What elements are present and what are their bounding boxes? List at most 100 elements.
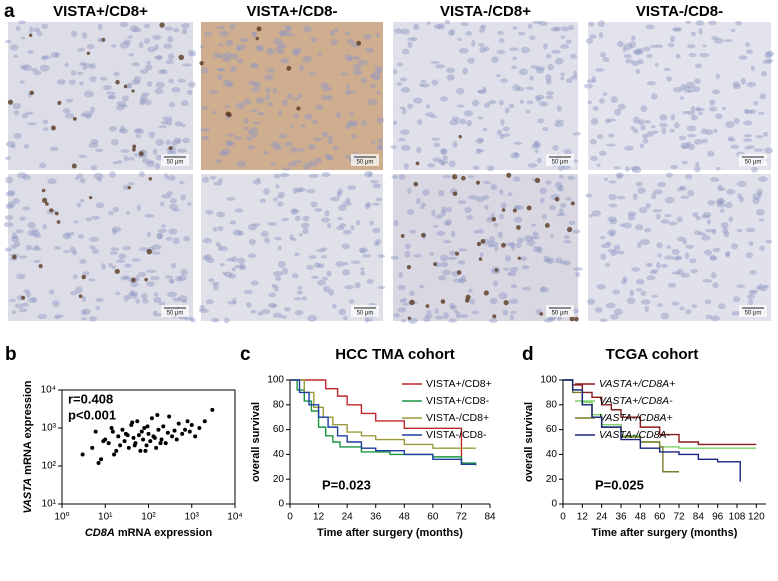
nucleus bbox=[677, 187, 683, 192]
nucleus bbox=[644, 305, 649, 313]
nucleus bbox=[762, 59, 773, 65]
nucleus bbox=[187, 201, 192, 206]
nucleus bbox=[330, 39, 338, 46]
nucleus bbox=[266, 47, 275, 55]
nucleus bbox=[631, 166, 642, 174]
nucleus bbox=[157, 232, 164, 240]
nucleus bbox=[154, 87, 164, 95]
nucleus bbox=[654, 62, 659, 67]
point bbox=[101, 439, 106, 444]
nucleus bbox=[308, 255, 317, 259]
nucleus bbox=[364, 316, 369, 323]
nucleus bbox=[141, 158, 150, 164]
nucleus bbox=[5, 203, 14, 210]
nucleus bbox=[247, 129, 254, 136]
nucleus bbox=[604, 262, 611, 267]
annotation: P=0.023 bbox=[322, 477, 371, 492]
nucleus bbox=[671, 271, 681, 275]
nucleus bbox=[273, 236, 282, 241]
stained-cell bbox=[534, 177, 541, 183]
nucleus bbox=[62, 232, 72, 240]
nucleus bbox=[456, 104, 465, 108]
nucleus bbox=[128, 290, 139, 297]
nucleus bbox=[529, 75, 534, 81]
column-header: VISTA-/CD8+ bbox=[440, 3, 531, 20]
nucleus bbox=[105, 91, 116, 95]
nucleus bbox=[510, 310, 517, 314]
nucleus bbox=[736, 284, 746, 288]
nucleus bbox=[451, 116, 460, 121]
nucleus bbox=[435, 315, 444, 320]
nucleus bbox=[447, 30, 455, 36]
nucleus bbox=[111, 226, 122, 233]
nucleus bbox=[346, 38, 354, 45]
nucleus bbox=[350, 120, 359, 127]
nucleus bbox=[625, 166, 630, 172]
nucleus bbox=[535, 66, 546, 71]
nucleus bbox=[343, 315, 348, 321]
nucleus bbox=[9, 298, 16, 303]
nucleus bbox=[101, 263, 106, 270]
nucleus bbox=[375, 197, 382, 202]
nucleus bbox=[222, 79, 232, 87]
nucleus bbox=[208, 278, 215, 283]
nucleus bbox=[704, 249, 712, 256]
nucleus bbox=[3, 221, 14, 228]
point bbox=[93, 429, 98, 434]
stained-cell bbox=[566, 226, 573, 233]
stained-cell bbox=[409, 299, 415, 306]
legend-label: VISTA+/CD8+ bbox=[426, 378, 492, 390]
nucleus bbox=[709, 254, 716, 261]
nucleus bbox=[63, 249, 70, 254]
nucleus bbox=[694, 78, 701, 85]
nucleus bbox=[400, 87, 411, 93]
nucleus bbox=[222, 57, 231, 63]
nucleus bbox=[568, 24, 575, 31]
nucleus bbox=[22, 174, 31, 181]
nucleus bbox=[687, 143, 696, 151]
nucleus bbox=[659, 122, 668, 128]
nucleus bbox=[29, 26, 34, 33]
nucleus bbox=[645, 263, 651, 267]
nucleus bbox=[589, 34, 597, 40]
nucleus bbox=[281, 217, 290, 222]
nucleus bbox=[725, 121, 735, 128]
y-axis-label: overall survival bbox=[250, 402, 262, 482]
y-axis-label: overall survival bbox=[523, 402, 535, 482]
nucleus bbox=[715, 166, 721, 171]
nucleus bbox=[606, 241, 612, 246]
nucleus bbox=[441, 148, 447, 155]
nucleus bbox=[18, 308, 28, 313]
nucleus bbox=[407, 37, 415, 41]
point bbox=[146, 431, 151, 436]
nucleus bbox=[180, 123, 186, 128]
nucleus bbox=[138, 247, 149, 252]
point bbox=[154, 445, 159, 450]
nucleus bbox=[480, 24, 487, 29]
nucleus bbox=[247, 223, 258, 231]
nucleus bbox=[467, 57, 475, 64]
nucleus bbox=[264, 237, 270, 244]
nucleus bbox=[675, 53, 681, 59]
nucleus bbox=[497, 30, 504, 35]
nucleus bbox=[218, 54, 225, 59]
nucleus bbox=[376, 91, 382, 95]
nucleus bbox=[291, 50, 300, 56]
nucleus bbox=[78, 154, 87, 158]
y-tick-label: 10¹ bbox=[42, 499, 57, 510]
y-tick-label: 100 bbox=[267, 375, 284, 386]
nucleus bbox=[19, 80, 25, 84]
nucleus bbox=[717, 184, 723, 191]
nucleus bbox=[680, 195, 690, 199]
nucleus bbox=[524, 235, 534, 242]
nucleus bbox=[179, 180, 185, 185]
point bbox=[158, 441, 163, 446]
nucleus bbox=[457, 260, 466, 265]
nucleus bbox=[617, 40, 624, 48]
nucleus bbox=[695, 162, 700, 167]
point bbox=[143, 448, 148, 453]
nucleus bbox=[539, 197, 545, 204]
nucleus bbox=[695, 107, 705, 112]
nucleus bbox=[766, 58, 774, 63]
nucleus bbox=[4, 247, 12, 252]
